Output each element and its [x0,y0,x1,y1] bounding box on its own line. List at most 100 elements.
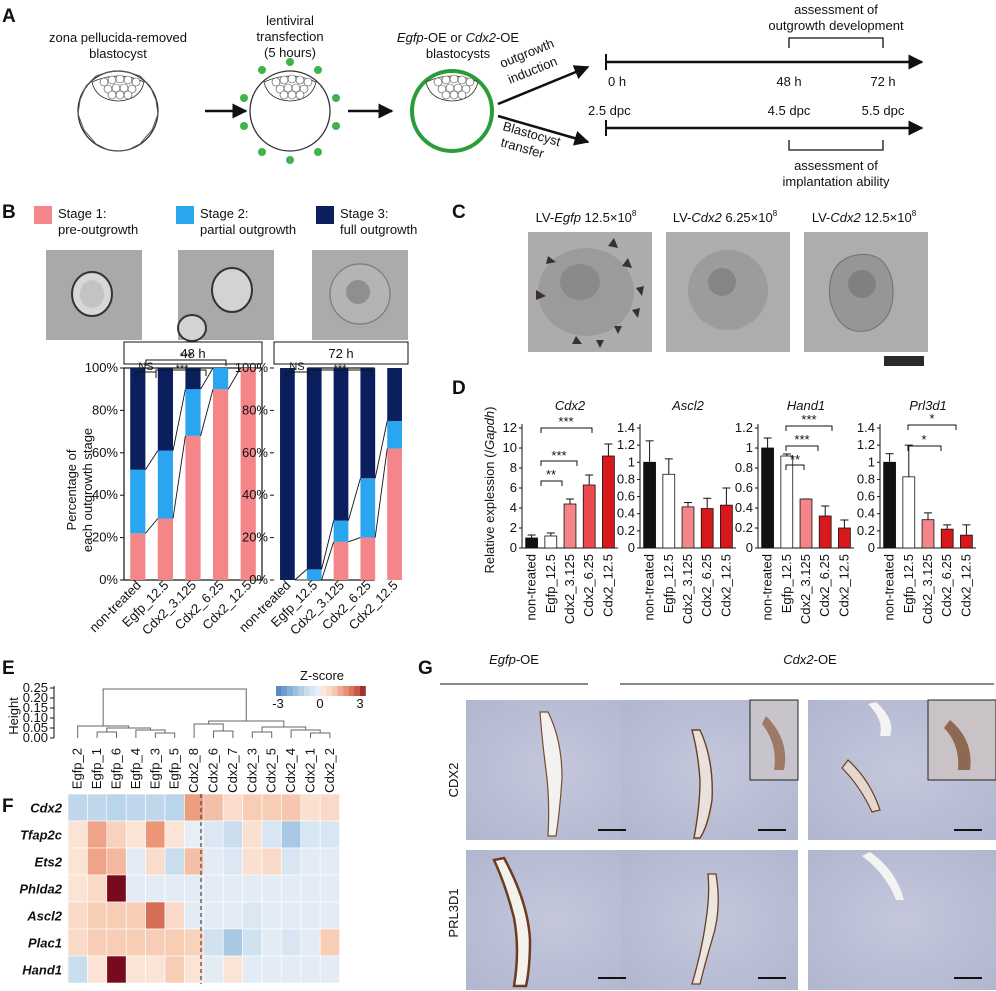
d-ytick-label: 1.4 [617,420,635,435]
d-ytick-label: 0.2 [857,523,875,538]
heatmap-cell [242,793,263,822]
dendrogram-link [213,730,234,738]
heatmap-row-label: Ascl2 [26,909,62,924]
d-bar [544,535,558,549]
heatmap-cell [281,820,302,849]
heatmap-cell [87,955,108,984]
b-bar-segment [387,368,402,421]
d-hand1-sig-3: *** [801,412,816,427]
heatmap-cell [203,847,224,876]
b-connector-line [145,518,159,534]
b-connector-line [294,569,308,581]
d-xtick-label: Cdx2_12.5 [718,554,733,617]
d-xtick-label: Egfp_12.5 [779,554,794,613]
panel-label-a: A [2,6,16,27]
b-bar-segment [213,368,229,390]
time-2.5dpc: 2.5 dpc [588,103,631,118]
d-bar [582,484,596,549]
zscore-colorbar-cell [292,686,299,696]
legend-swatch-stage2 [176,206,194,224]
step2-line2: transfection [256,29,323,44]
d-xtick-label: Cdx2_3.125 [562,554,577,624]
d-bar [761,447,774,549]
zscore-tick-zero: 0 [316,696,323,711]
d-chart-prl3d1: Prl3d1 0 0.2 0.4 0.6 0.8 1 1.2 1.4 non-treated Egf… [857,398,976,624]
panel-label-g: G [418,658,433,679]
heatmap-cell [67,820,88,849]
legend-stage2-l1: Stage 2: [200,206,248,221]
b-connector-line [145,450,159,471]
d-ytick-label: 0.8 [735,460,753,475]
b-ylabel-1: Percentage of [64,449,79,530]
b-connector-line [200,389,214,436]
heatmap-row-label: Plac1 [28,936,62,951]
heatmap-cell [222,847,243,876]
zscore-title: Z-score [300,668,344,683]
b-bar-segment [213,389,229,580]
legend-stage1-l2: pre-outgrowth [58,222,138,237]
zscore-colorbar-cell [320,686,327,696]
heatmap-col-label: Egfp_3 [147,748,162,789]
zscore-colorbar-cell [332,686,338,696]
d-ytick-label: 1.4 [857,420,875,435]
d-ytick-label: 0 [746,540,753,555]
d-ytick-label: 0.2 [735,520,753,535]
heatmap-cell [281,901,302,930]
d-xtick-label: Cdx2_12.5 [600,554,615,617]
d-ytick-label: 0.6 [735,480,753,495]
heatmap-cell [164,793,185,822]
d-ytick-label: 0.8 [617,471,635,486]
b72-sig-ns: NS [289,361,304,373]
heatmap-cell [300,874,321,903]
heatmap-cell [242,928,263,957]
d-bar [563,503,577,549]
heatmap-cell [164,874,185,903]
arrow-outgrowth [497,65,590,106]
panel-a: A zona pellucida-removed blastocyst lent… [2,2,924,189]
b-bar-segment [360,478,376,538]
ihc-prl3d1-egfp [466,850,642,990]
heatmap-cell [87,820,108,849]
step3-line2: blastocysts [426,46,491,61]
heatmap-cell [222,901,243,930]
heatmap-cell [87,874,108,903]
d-xtick-label: non-treated [760,554,775,621]
step1-line2: blastocyst [89,46,147,61]
b-ytick-label: 40% [242,487,268,502]
zscore-colorbar-cell [298,686,305,696]
c-title-2: LV-Cdx2 6.25×108 [673,209,778,225]
heatmap-cell [125,874,146,903]
heatmap-cell [125,820,146,849]
heatmap-cell [300,901,321,930]
e-yaxis: 0.250.200.150.100.050.00 [23,680,55,745]
zscore-colorbar-cell [315,686,321,696]
heatmap-cell [145,955,166,984]
heatmap-cell [145,820,166,849]
d-bar [602,455,615,549]
heatmap-cell [67,901,88,930]
heatmap-cell [67,928,88,957]
e-ytick-label: 0.15 [23,700,48,715]
heatmap-cell [164,901,185,930]
heatmap-cell [300,928,321,957]
heatmap-cell [145,874,166,903]
heatmap-col-label: Egfp_6 [109,748,124,789]
d-ytick-label: 0 [510,540,517,555]
b-connector-line [374,448,388,538]
c-title-3: LV-Cdx2 12.5×108 [812,209,917,225]
note-implant-2: implantation ability [783,174,890,189]
zscore-colorbar-cell [276,686,282,696]
heatmap-cell [67,955,88,984]
d-ytick-label: 1 [868,454,875,469]
d-ytick-label: 0.4 [857,506,875,521]
heatmap-cell [125,955,146,984]
panel-d: D Relative explession (/Gapdh) Cdx2 0 2 4 6 8… [452,378,976,624]
d-xtick-label: Cdx2_6.25 [581,554,596,617]
b48-sig-ns: NS [138,361,153,373]
heatmap-col-label: Cdx2_6 [206,748,221,793]
heatmap-cell [125,901,146,930]
step3-line1: Egfp-OE or Cdx2-OE [397,30,519,45]
heatmap-cell [125,928,146,957]
heatmap-cell [87,928,108,957]
